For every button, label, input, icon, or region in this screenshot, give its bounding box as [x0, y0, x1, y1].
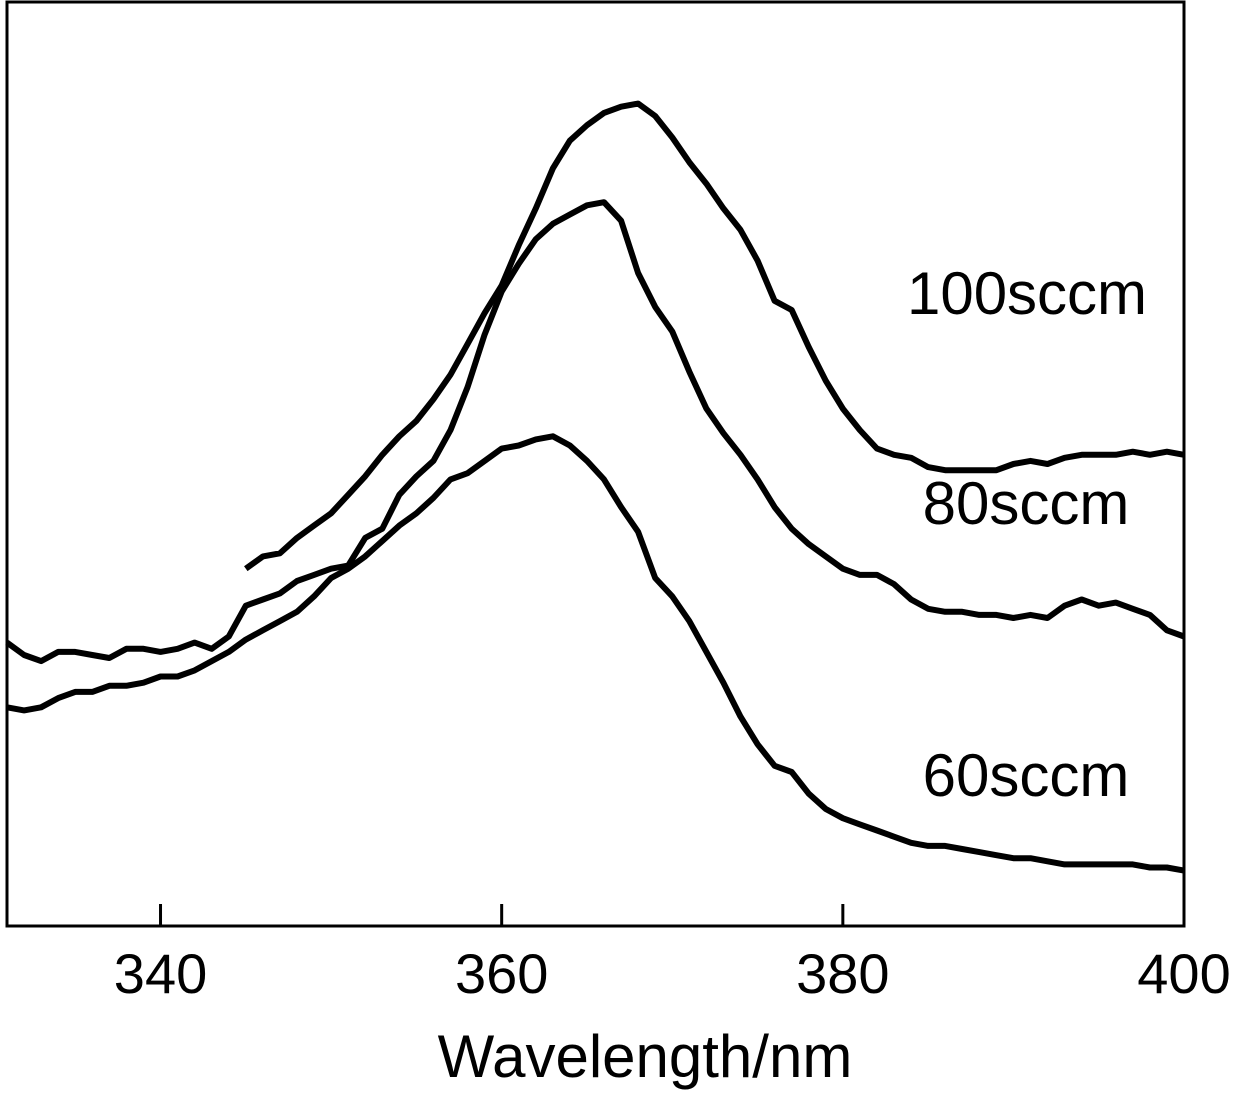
x-axis-label: Wavelength/nm	[438, 1023, 853, 1090]
series-label-60sccm: 60sccm	[923, 742, 1130, 809]
series-line-100sccm	[244, 100, 1185, 572]
x-tick-label-360: 360	[455, 942, 548, 1005]
x-axis-tick-labels: 340 360 380 400	[114, 942, 1231, 1005]
series-label-80sccm: 80sccm	[923, 470, 1130, 537]
x-axis-ticks	[159, 904, 1186, 926]
plot-frame	[5, 0, 1186, 928]
x-tick-label-380: 380	[796, 942, 889, 1005]
series-line-60sccm	[6, 433, 1185, 874]
series-labels: 100sccm 80sccm 60sccm	[907, 260, 1147, 809]
series-group	[5, 100, 1186, 874]
x-tick-label-400: 400	[1137, 942, 1230, 1005]
series-label-100sccm: 100sccm	[907, 260, 1147, 327]
series-line-80sccm	[5, 199, 1186, 665]
x-tick-label-340: 340	[114, 942, 207, 1005]
